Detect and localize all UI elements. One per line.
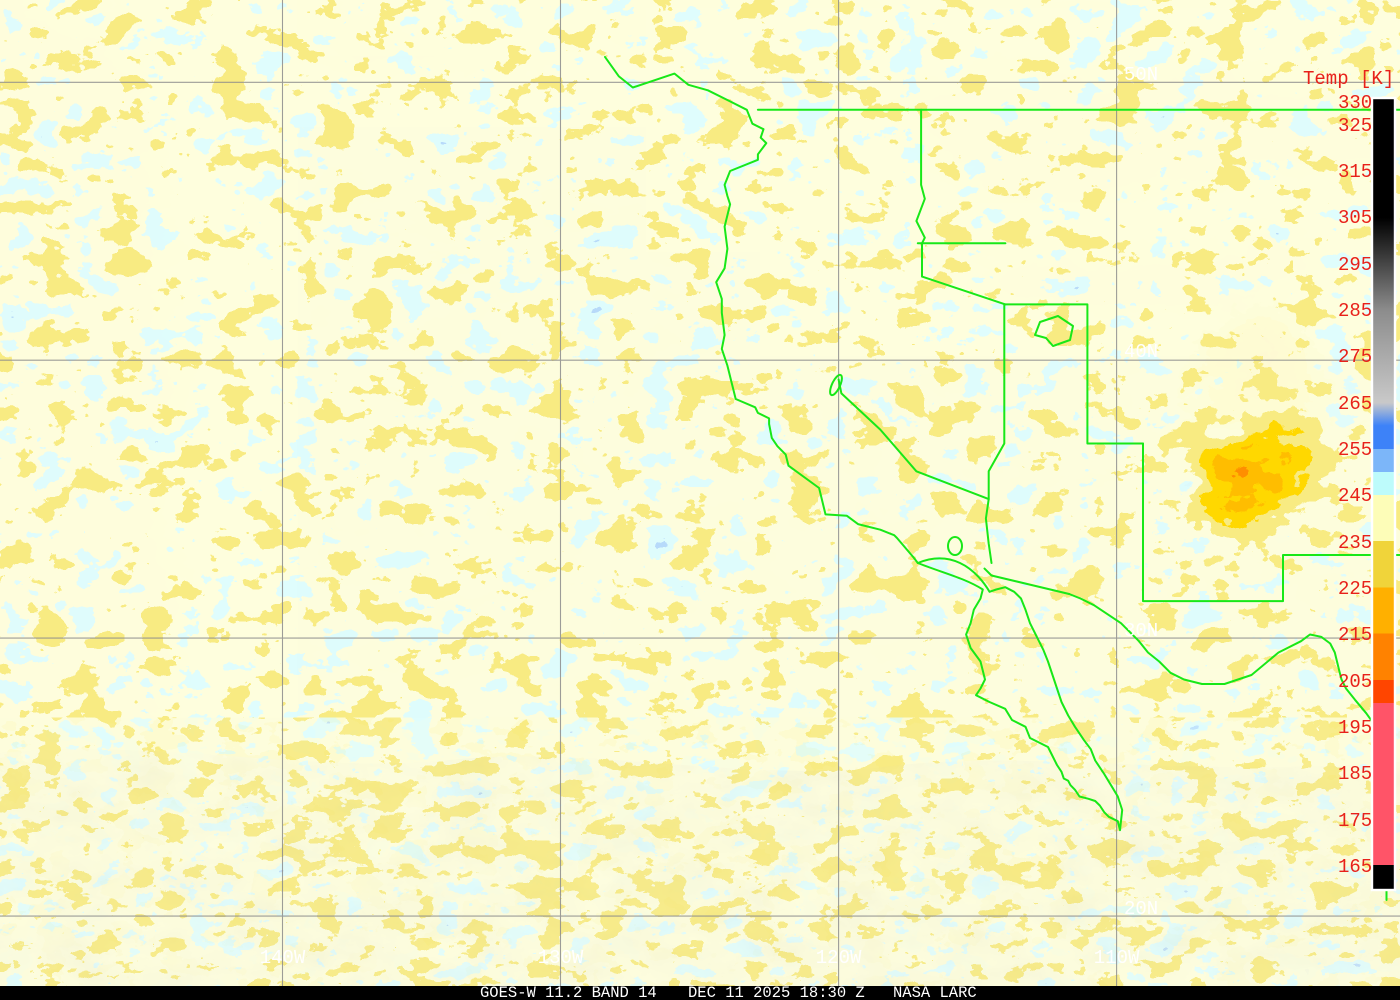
svg-text:GOES-W 11.2 BAND 14: GOES-W 11.2 BAND 14 (480, 984, 657, 1000)
svg-text:DEC 11 2025 18:30 Z: DEC 11 2025 18:30 Z (688, 984, 865, 1000)
svg-text:NASA LARC: NASA LARC (893, 984, 977, 1000)
